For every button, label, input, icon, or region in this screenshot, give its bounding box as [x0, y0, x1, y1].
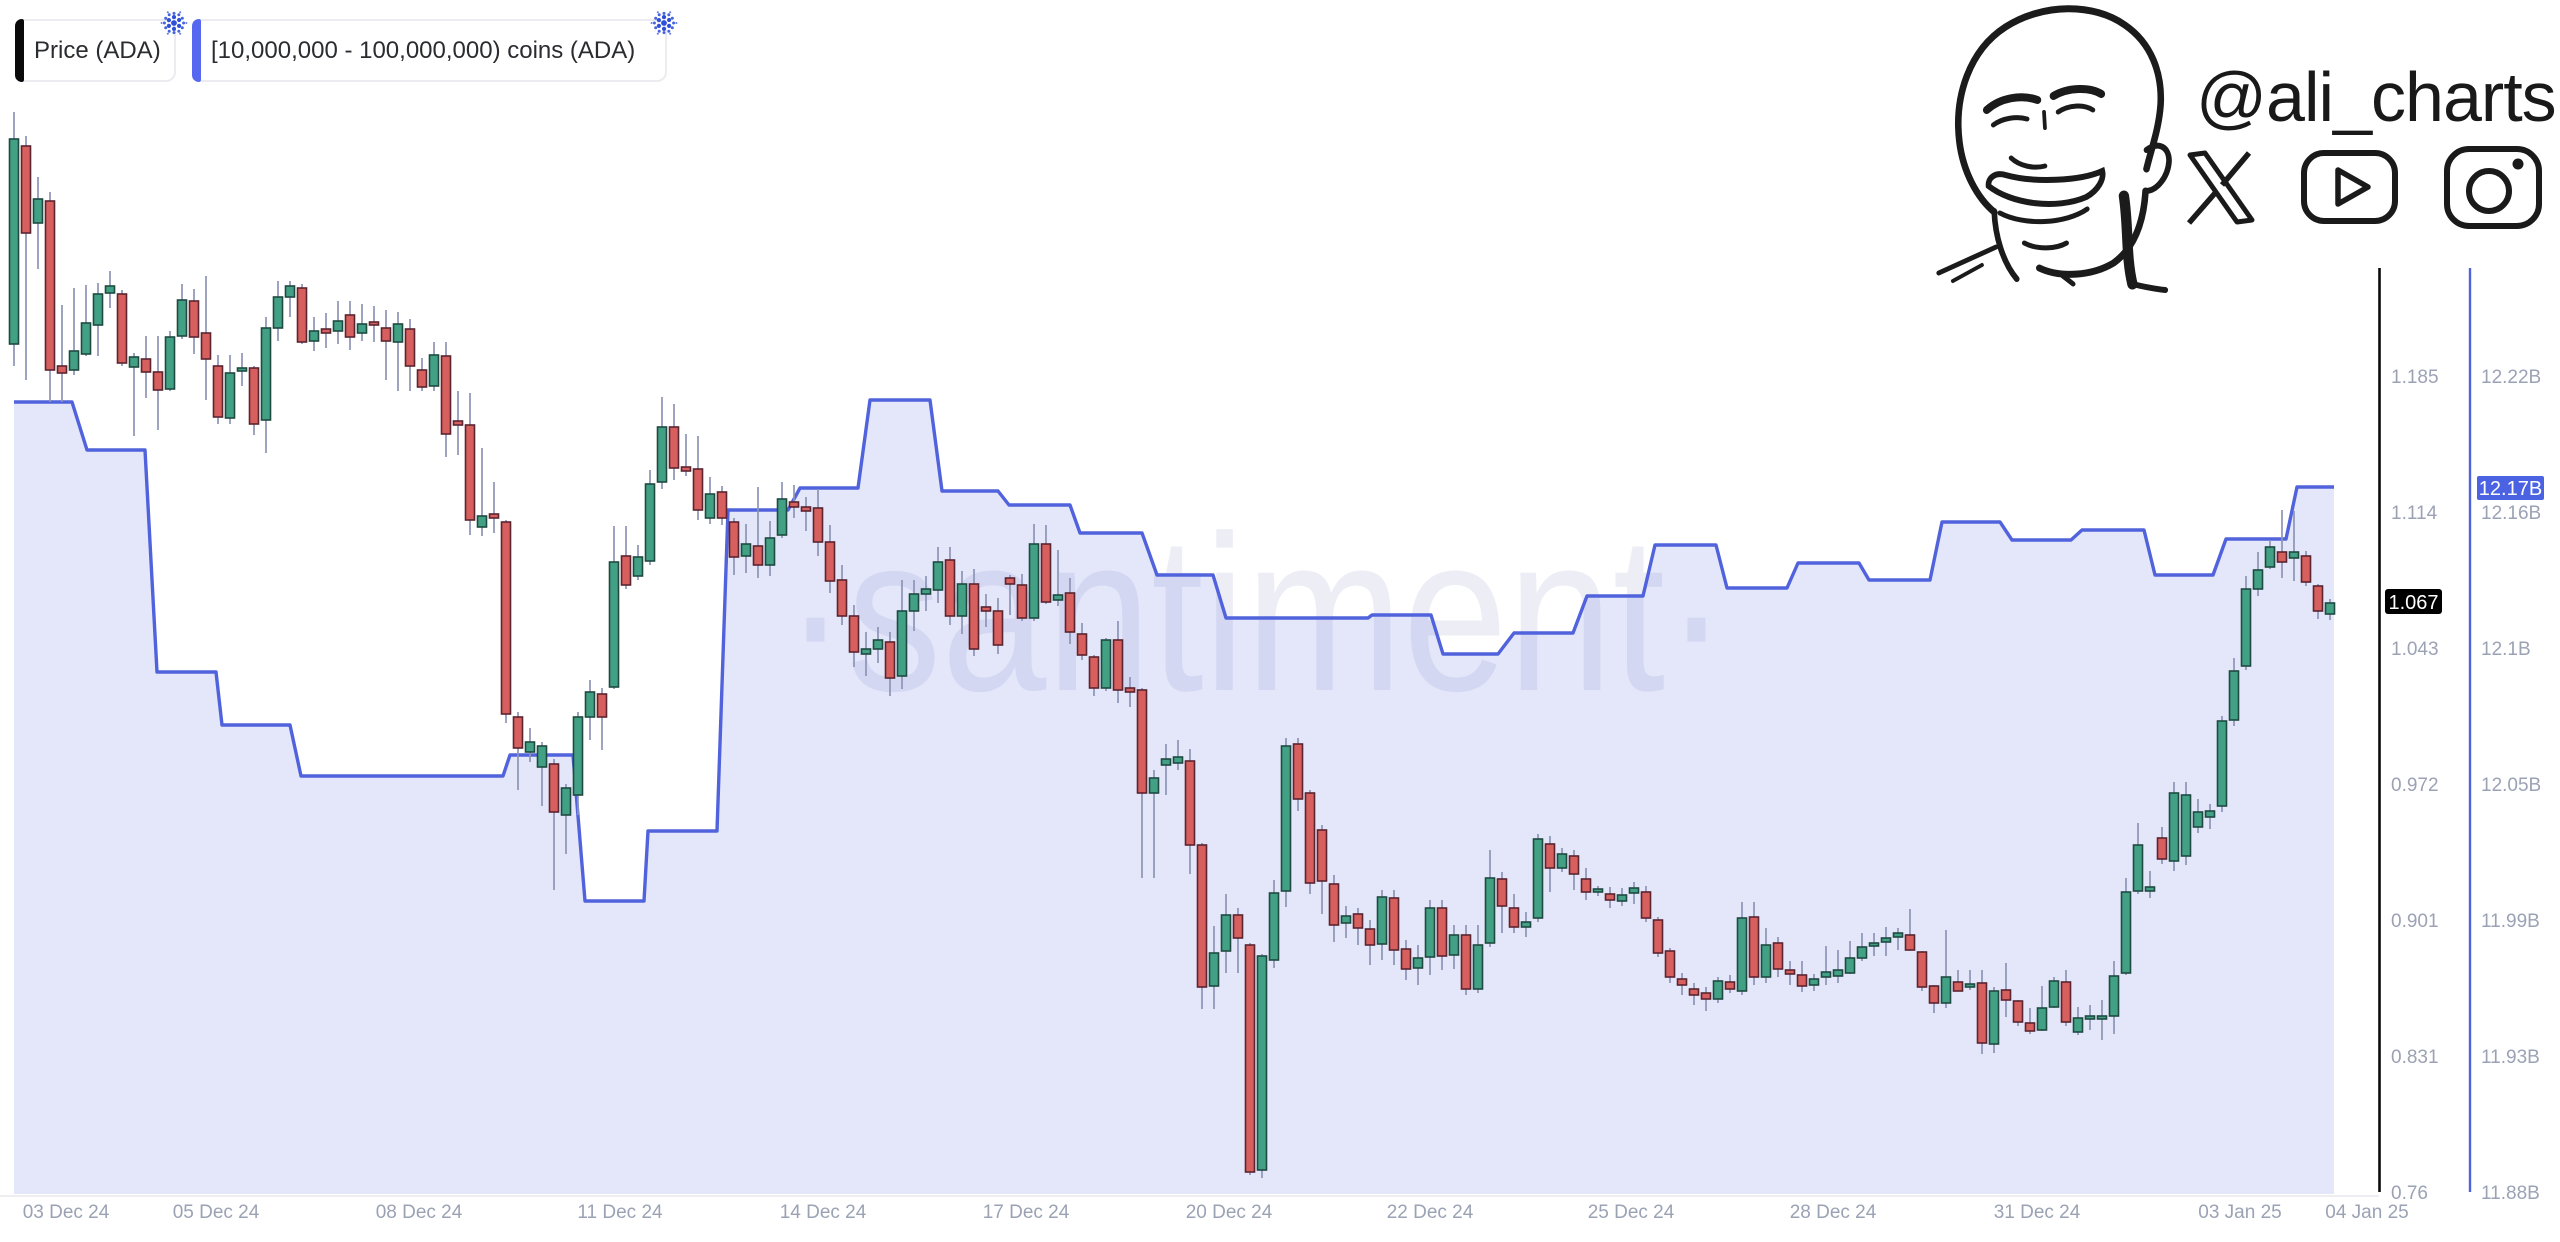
- svg-text:11.88B: 11.88B: [2481, 1183, 2540, 1204]
- svg-text:·santiment·: ·santiment·: [784, 488, 1728, 737]
- svg-text:22 Dec 24: 22 Dec 24: [1387, 1202, 1474, 1223]
- svg-text:04 Jan 25: 04 Jan 25: [2325, 1202, 2408, 1223]
- svg-text:25 Dec 24: 25 Dec 24: [1588, 1202, 1675, 1223]
- svg-text:1.043: 1.043: [2391, 639, 2439, 660]
- svg-text:1.185: 1.185: [2391, 367, 2439, 388]
- svg-text:11.93B: 11.93B: [2481, 1047, 2540, 1068]
- svg-text:0.831: 0.831: [2391, 1047, 2439, 1068]
- svg-text:03 Jan 25: 03 Jan 25: [2198, 1202, 2281, 1223]
- svg-text:12.05B: 12.05B: [2481, 775, 2541, 796]
- svg-text:12.16B: 12.16B: [2481, 503, 2541, 524]
- svg-text:31 Dec 24: 31 Dec 24: [1994, 1202, 2081, 1223]
- svg-text:0.901: 0.901: [2391, 911, 2439, 932]
- svg-text:0.76: 0.76: [2391, 1183, 2428, 1204]
- svg-text:12.22B: 12.22B: [2481, 367, 2541, 388]
- svg-text:17 Dec 24: 17 Dec 24: [983, 1202, 1070, 1223]
- svg-text:0.972: 0.972: [2391, 775, 2439, 796]
- svg-text:08 Dec 24: 08 Dec 24: [376, 1202, 463, 1223]
- svg-text:20 Dec 24: 20 Dec 24: [1186, 1202, 1273, 1223]
- svg-text:28 Dec 24: 28 Dec 24: [1790, 1202, 1877, 1223]
- svg-text:12.17B: 12.17B: [2479, 478, 2542, 500]
- svg-text:12.1B: 12.1B: [2481, 639, 2531, 660]
- svg-text:03 Dec 24: 03 Dec 24: [23, 1202, 110, 1223]
- svg-text:11.99B: 11.99B: [2481, 911, 2540, 932]
- svg-text:1.067: 1.067: [2388, 592, 2438, 614]
- svg-text:05 Dec 24: 05 Dec 24: [173, 1202, 260, 1223]
- svg-text:14 Dec 24: 14 Dec 24: [780, 1202, 867, 1223]
- svg-text:1.114: 1.114: [2391, 503, 2438, 524]
- svg-text:11 Dec 24: 11 Dec 24: [577, 1202, 663, 1223]
